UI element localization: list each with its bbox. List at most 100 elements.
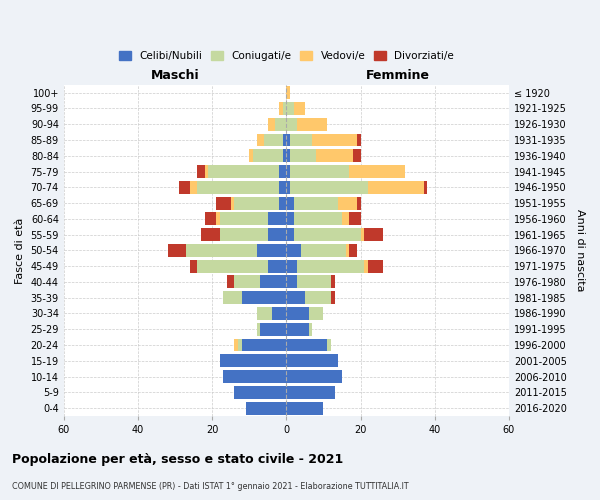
Bar xyxy=(364,228,383,241)
Bar xyxy=(286,354,338,367)
Bar xyxy=(216,212,220,226)
Bar xyxy=(268,212,286,226)
Bar xyxy=(197,260,268,272)
Bar xyxy=(268,118,275,130)
Bar xyxy=(238,338,242,351)
Text: Popolazione per età, sesso e stato civile - 2021: Popolazione per età, sesso e stato civil… xyxy=(12,452,343,466)
Bar xyxy=(279,165,286,178)
Bar xyxy=(286,196,294,209)
Bar xyxy=(223,291,242,304)
Bar xyxy=(260,323,286,336)
Bar xyxy=(338,196,357,209)
Y-axis label: Anni di nascita: Anni di nascita xyxy=(575,209,585,292)
Bar xyxy=(349,244,357,257)
Bar xyxy=(283,102,286,115)
Bar xyxy=(268,260,286,272)
Bar xyxy=(286,86,290,99)
Bar xyxy=(220,212,268,226)
Bar xyxy=(242,338,286,351)
Bar xyxy=(186,244,257,257)
Legend: Celibi/Nubili, Coniugati/e, Vedovi/e, Divorziati/e: Celibi/Nubili, Coniugati/e, Vedovi/e, Di… xyxy=(115,47,458,66)
Bar xyxy=(235,338,238,351)
Bar xyxy=(245,402,286,414)
Bar xyxy=(220,228,268,241)
Bar xyxy=(298,276,331,288)
Bar xyxy=(190,260,197,272)
Bar xyxy=(279,102,283,115)
Bar xyxy=(201,228,220,241)
Bar xyxy=(257,244,286,257)
Bar xyxy=(290,165,349,178)
Bar xyxy=(357,196,361,209)
Bar xyxy=(242,291,286,304)
Bar xyxy=(167,244,186,257)
Bar xyxy=(286,291,305,304)
Bar xyxy=(294,196,338,209)
Bar xyxy=(249,150,253,162)
Bar xyxy=(257,323,260,336)
Bar xyxy=(294,228,361,241)
Bar xyxy=(223,370,286,383)
Bar xyxy=(272,307,286,320)
Bar xyxy=(253,150,283,162)
Bar xyxy=(331,291,335,304)
Text: COMUNE DI PELLEGRINO PARMENSE (PR) - Dati ISTAT 1° gennaio 2021 - Elaborazione T: COMUNE DI PELLEGRINO PARMENSE (PR) - Dat… xyxy=(12,482,409,491)
Bar xyxy=(331,276,335,288)
Bar xyxy=(286,276,298,288)
Bar xyxy=(301,244,346,257)
Bar xyxy=(298,260,364,272)
Bar xyxy=(286,323,308,336)
Bar xyxy=(294,102,305,115)
Bar xyxy=(286,228,294,241)
Bar xyxy=(279,181,286,194)
Bar xyxy=(368,181,424,194)
Text: Femmine: Femmine xyxy=(365,68,430,82)
Bar xyxy=(313,134,357,146)
Bar xyxy=(286,338,327,351)
Bar xyxy=(264,134,283,146)
Bar xyxy=(197,165,205,178)
Bar xyxy=(327,338,331,351)
Bar xyxy=(286,150,290,162)
Bar xyxy=(286,260,298,272)
Bar xyxy=(197,181,279,194)
Bar xyxy=(294,212,342,226)
Bar xyxy=(286,134,290,146)
Bar xyxy=(227,276,235,288)
Bar xyxy=(220,354,286,367)
Bar xyxy=(190,181,197,194)
Bar xyxy=(286,181,290,194)
Bar xyxy=(286,102,294,115)
Bar xyxy=(286,165,290,178)
Bar xyxy=(286,212,294,226)
Bar xyxy=(290,150,316,162)
Bar xyxy=(235,276,260,288)
Bar xyxy=(260,276,286,288)
Bar xyxy=(290,181,368,194)
Bar xyxy=(353,150,361,162)
Bar xyxy=(357,134,361,146)
Bar xyxy=(308,307,323,320)
Text: Maschi: Maschi xyxy=(151,68,199,82)
Bar xyxy=(342,212,349,226)
Bar xyxy=(364,260,368,272)
Bar xyxy=(235,196,279,209)
Bar xyxy=(424,181,427,194)
Bar xyxy=(283,134,286,146)
Bar xyxy=(346,244,349,257)
Bar xyxy=(286,370,342,383)
Y-axis label: Fasce di età: Fasce di età xyxy=(15,217,25,284)
Bar xyxy=(257,307,272,320)
Bar xyxy=(286,402,323,414)
Bar xyxy=(286,244,301,257)
Bar xyxy=(286,118,298,130)
Bar xyxy=(286,307,308,320)
Bar xyxy=(257,134,264,146)
Bar xyxy=(231,196,235,209)
Bar xyxy=(275,118,286,130)
Bar xyxy=(349,165,405,178)
Bar xyxy=(208,165,279,178)
Bar xyxy=(216,196,231,209)
Bar xyxy=(235,386,286,399)
Bar xyxy=(361,228,364,241)
